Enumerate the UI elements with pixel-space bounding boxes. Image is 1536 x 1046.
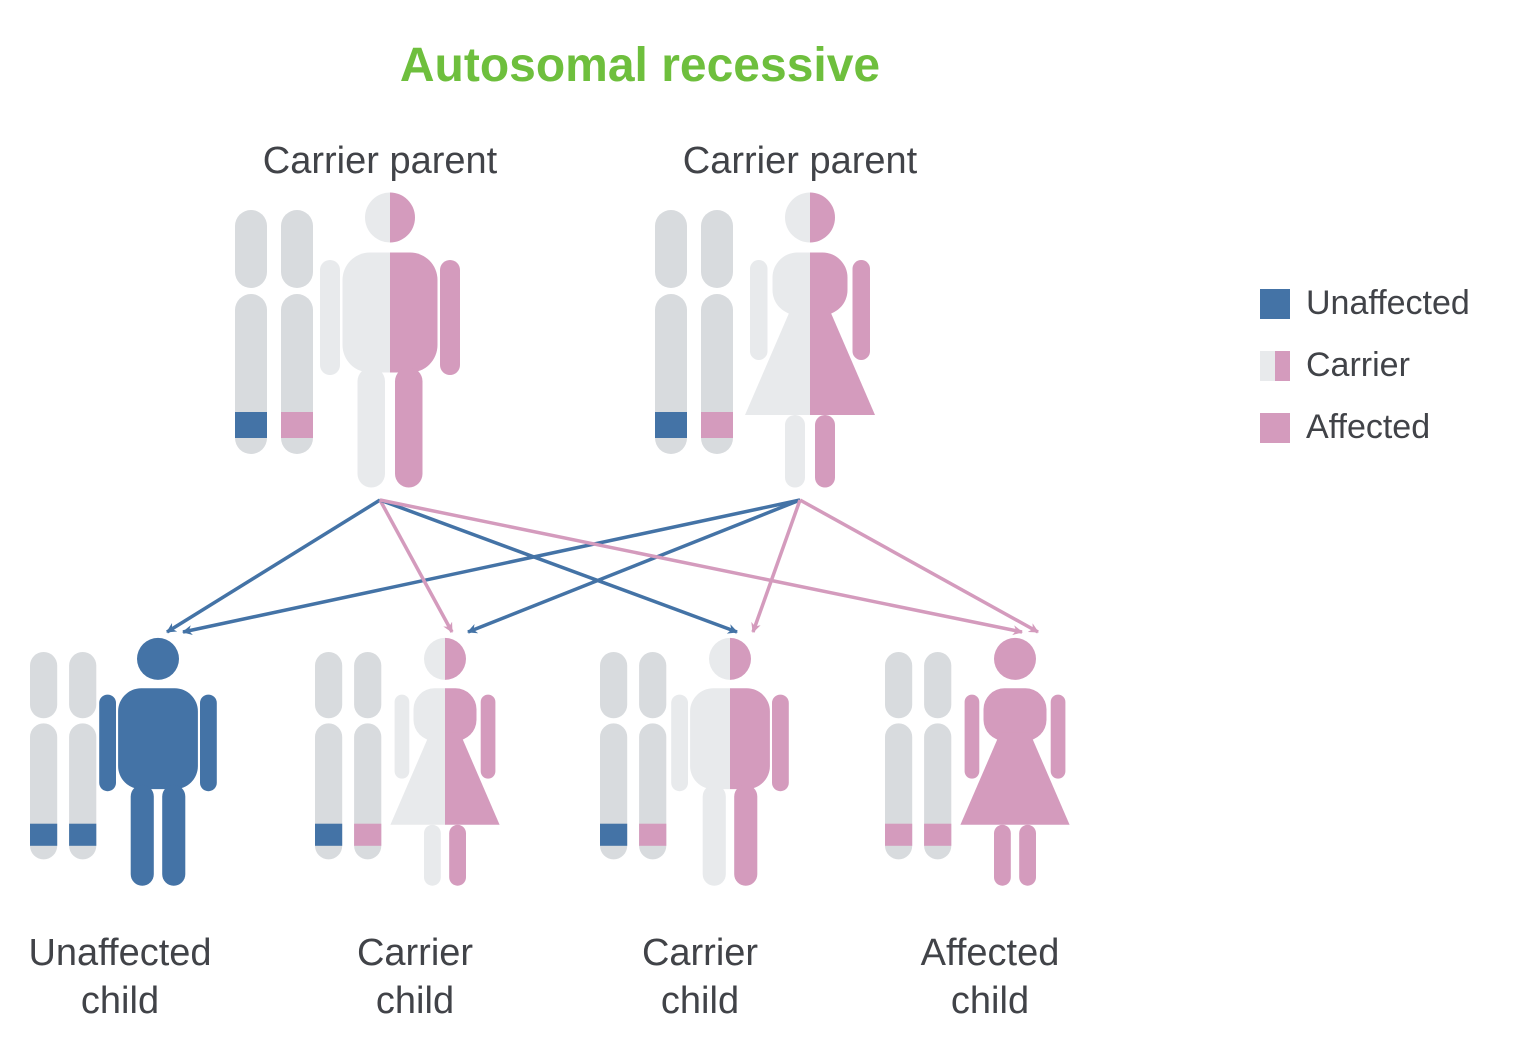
legend-label: Carrier (1306, 346, 1410, 385)
child-label-affected: Affectedchild (810, 930, 1170, 1025)
legend-carrier: Carrier (1260, 346, 1410, 385)
legend-label: Unaffected (1306, 284, 1470, 323)
parent-label-father: Carrier parent (200, 138, 560, 186)
legend-unaffected: Unaffected (1260, 284, 1470, 323)
legend-label: Affected (1306, 408, 1430, 447)
parent-label-mother: Carrier parent (620, 138, 980, 186)
legend-swatch-affected (1260, 413, 1290, 443)
legend-affected: Affected (1260, 408, 1430, 447)
legend-swatch-unaffected (1260, 289, 1290, 319)
legend-swatch-carrier (1260, 351, 1290, 381)
